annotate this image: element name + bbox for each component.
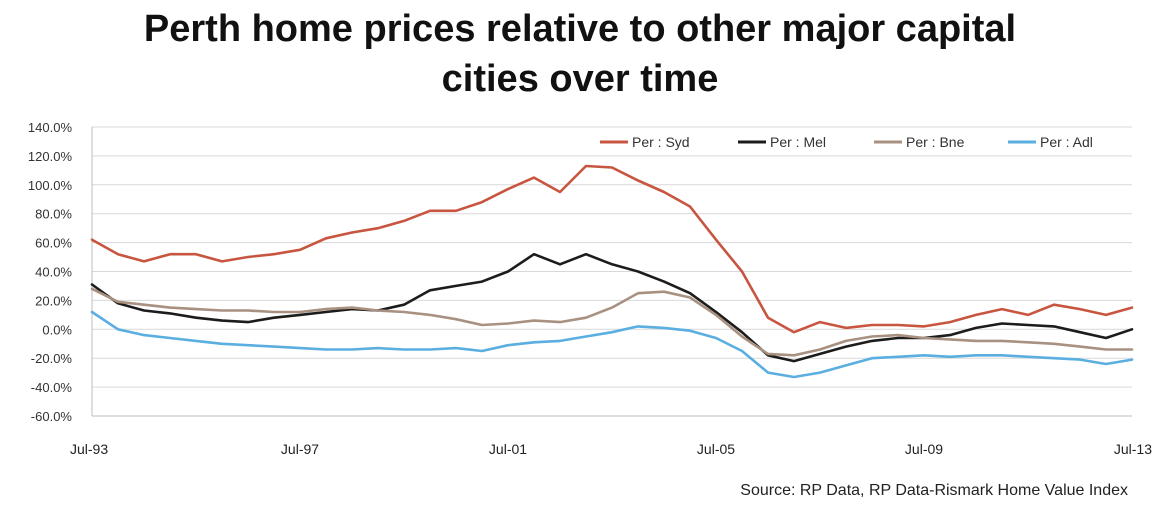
y-tick-label: 140.0% xyxy=(28,120,73,135)
y-tick-label: 60.0% xyxy=(35,236,72,251)
legend-label: Per : Bne xyxy=(906,134,965,150)
x-tick-label: Jul-09 xyxy=(905,441,943,457)
y-tick-label: 20.0% xyxy=(35,293,72,308)
y-tick-label: -40.0% xyxy=(31,380,73,395)
x-tick-label: Jul-93 xyxy=(70,441,108,457)
y-tick-label: 100.0% xyxy=(28,178,73,193)
y-tick-label: -60.0% xyxy=(31,409,73,424)
chart-title-line-2: cities over time xyxy=(441,58,719,100)
x-tick-label: Jul-01 xyxy=(489,441,527,457)
source-note: Source: RP Data, RP Data-Rismark Home Va… xyxy=(740,482,1128,499)
y-tick-label: 40.0% xyxy=(35,265,72,280)
line-chart: 140.0% 120.0% 100.0% 80.0% 60.0% 40.0% 20.0% 0.… xyxy=(28,120,1152,457)
series-line-per-syd xyxy=(90,164,1134,334)
y-tick-label: 0.0% xyxy=(42,322,72,337)
series-line-per-adl xyxy=(90,310,1134,379)
y-tick-label: -20.0% xyxy=(31,351,73,366)
chart-title-line-1: Perth home prices relative to other majo… xyxy=(143,8,1017,50)
x-tick-label: Jul-97 xyxy=(281,441,319,457)
legend-label: Per : Syd xyxy=(632,134,690,150)
x-tick-label: Jul-13 xyxy=(1114,441,1152,457)
legend-label: Per : Adl xyxy=(1040,134,1093,150)
y-tick-label: 120.0% xyxy=(28,149,73,164)
series-line-per-bne xyxy=(90,287,1134,357)
y-tick-label: 80.0% xyxy=(35,207,72,222)
legend-label: Per : Mel xyxy=(770,134,826,150)
series-line-per-mel xyxy=(90,252,1134,363)
x-tick-label: Jul-05 xyxy=(697,441,735,457)
